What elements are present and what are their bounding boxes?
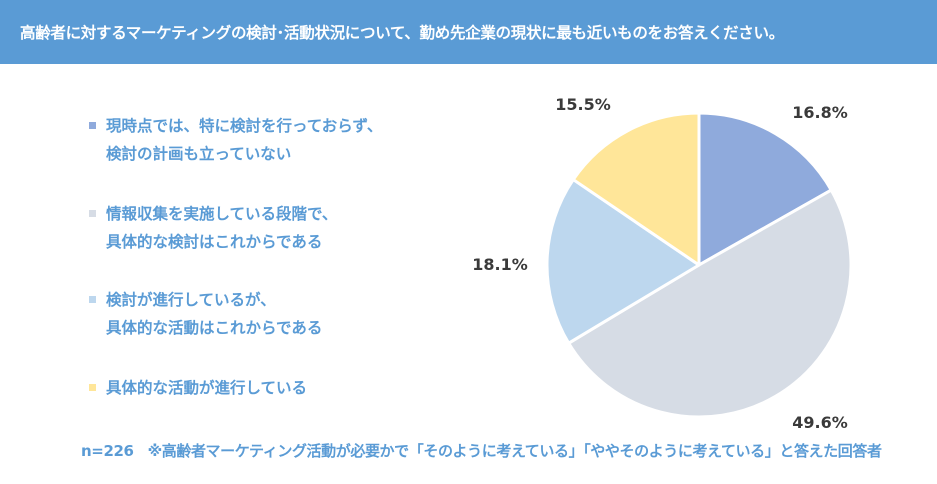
legend-swatch bbox=[89, 122, 96, 129]
legend-swatch bbox=[89, 210, 96, 217]
data-label: 18.1% bbox=[472, 255, 528, 274]
legend-item: 検討が進行しているが、 具体的な活動はこれからである bbox=[89, 286, 322, 342]
data-label: 49.6% bbox=[792, 413, 848, 432]
pie-slice bbox=[697, 111, 833, 267]
data-label: 15.5% bbox=[555, 95, 611, 114]
footnote-text: ※高齢者マーケティング活動が必要かで「そのように考えている」「ややそのように考え… bbox=[147, 442, 882, 460]
header-bar: 高齢者に対するマーケティングの検討･活動状況について、勤め先企業の現状に最も近い… bbox=[0, 0, 937, 64]
legend-item: 現時点では、特に検討を行っておらず、 検討の計画も立っていない bbox=[89, 112, 382, 168]
legend-swatch bbox=[89, 384, 96, 391]
sample-size: n=226 bbox=[81, 442, 134, 460]
legend-label-line1: 具体的な活動が進行している bbox=[106, 379, 308, 397]
legend-label-line1: 現時点では、特に検討を行っておらず、 bbox=[106, 117, 383, 135]
pie-slice bbox=[545, 178, 701, 345]
legend-item: 具体的な活動が進行している bbox=[89, 374, 307, 402]
legend-label-line2: 具体的な検討はこれからである bbox=[106, 233, 323, 251]
legend-label-line1: 検討が進行しているが、 bbox=[106, 291, 276, 309]
legend-item: 情報収集を実施している段階で、 具体的な検討はこれからである bbox=[89, 200, 337, 256]
legend-label-line2: 検討の計画も立っていない bbox=[106, 145, 292, 163]
question-title: 高齢者に対するマーケティングの検討･活動状況について、勤め先企業の現状に最も近い… bbox=[20, 24, 784, 42]
legend-label-line1: 情報収集を実施している段階で、 bbox=[106, 205, 338, 223]
legend-label-line2: 具体的な活動はこれからである bbox=[106, 319, 323, 337]
pie-slice bbox=[567, 188, 853, 419]
legend-swatch bbox=[89, 296, 96, 303]
footnote: n=226 ※高齢者マーケティング活動が必要かで「そのように考えている」「ややその… bbox=[81, 440, 882, 461]
pie-slice bbox=[571, 111, 701, 267]
data-label: 16.8% bbox=[792, 103, 848, 122]
